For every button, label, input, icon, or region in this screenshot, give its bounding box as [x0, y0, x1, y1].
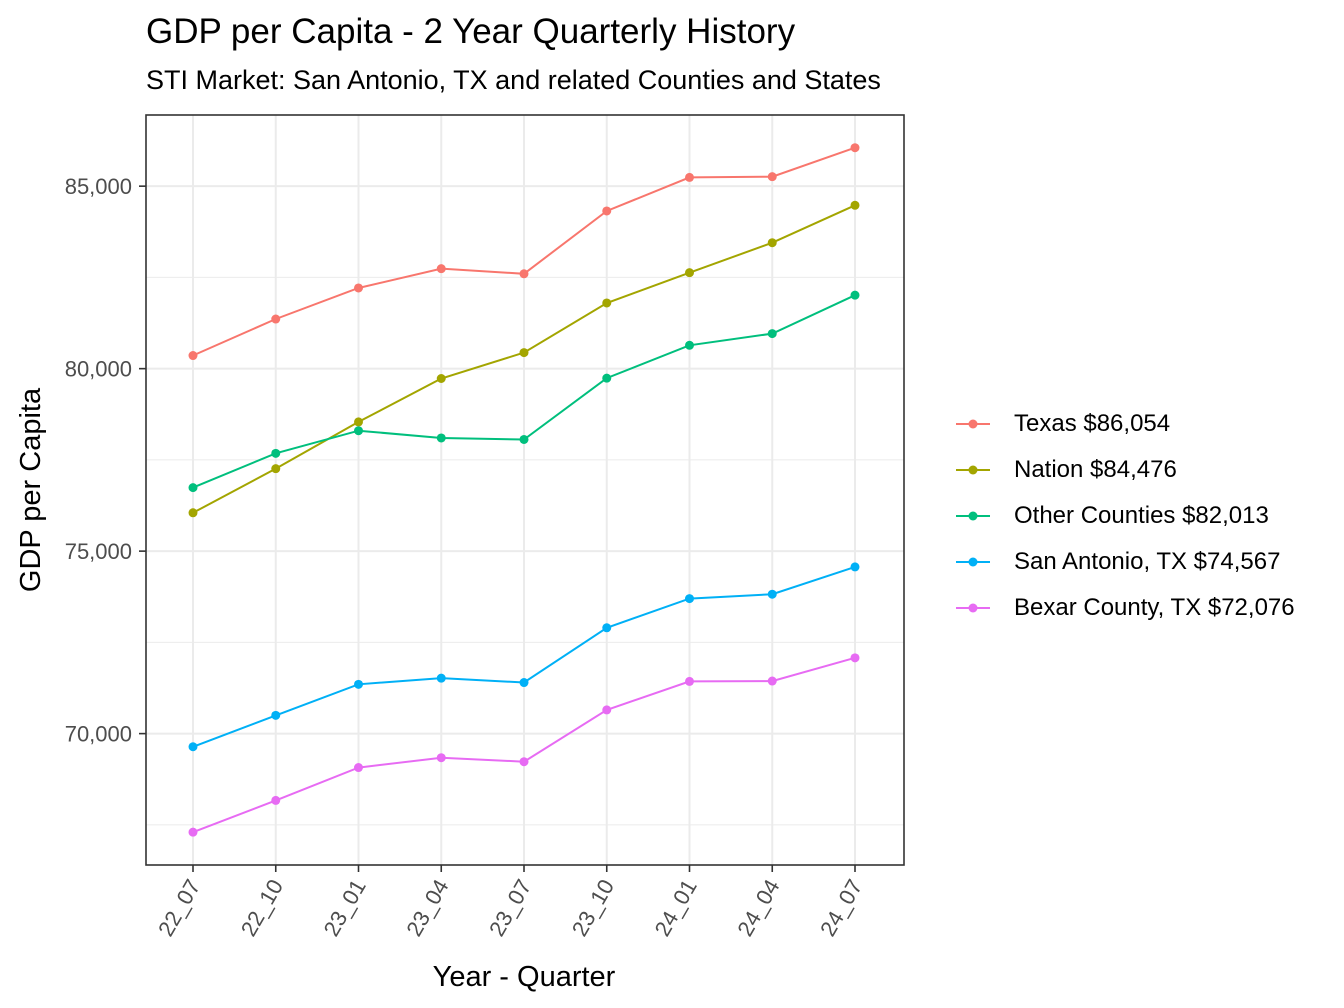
- y-tick-label: 80,000: [65, 357, 132, 382]
- data-point: [767, 238, 777, 248]
- legend-key-point: [968, 603, 978, 613]
- legend-item: Texas $86,054: [954, 401, 1295, 447]
- legend-key: [956, 603, 990, 613]
- data-point: [519, 269, 529, 279]
- data-point: [271, 464, 281, 474]
- data-point: [850, 562, 860, 572]
- series-layer: [188, 143, 860, 837]
- plot-panel-border: [145, 114, 905, 866]
- x-tick-label: 22_10: [236, 875, 288, 940]
- data-point: [850, 200, 860, 210]
- legend-key-point: [968, 419, 978, 429]
- legend-item: Other Counties $82,013: [954, 493, 1295, 539]
- data-point: [188, 483, 198, 493]
- x-tick-label: 23_10: [567, 875, 619, 940]
- legend-key: [956, 419, 990, 429]
- data-point: [767, 676, 777, 686]
- y-axis: 70,000 75,000 80,000 85,000: [65, 174, 146, 747]
- legend-key: [956, 465, 990, 475]
- legend: Texas $86,054 Nation $84,476 Other Countie…: [954, 401, 1295, 631]
- data-point: [436, 753, 446, 763]
- data-point: [602, 623, 612, 633]
- data-point: [850, 143, 860, 153]
- data-point: [188, 827, 198, 837]
- y-tick-label: 85,000: [65, 174, 132, 199]
- legend-item: San Antonio, TX $74,567: [954, 539, 1295, 585]
- data-point: [519, 757, 529, 767]
- chart-title: GDP per Capita - 2 Year Quarterly Histor…: [146, 12, 796, 51]
- data-point: [602, 373, 612, 383]
- data-point: [519, 678, 529, 688]
- data-point: [436, 673, 446, 683]
- data-point: [685, 676, 694, 686]
- x-tick-label: 22_07: [153, 875, 205, 940]
- data-point: [685, 340, 694, 350]
- x-axis: 22_07 22_10 23_01 23_04 23_07 23_10 24_01 24_04…: [153, 865, 867, 940]
- data-point: [354, 426, 363, 436]
- data-point: [354, 679, 363, 689]
- data-point: [850, 653, 860, 663]
- major-gridlines: [146, 115, 904, 865]
- legend-key-point: [968, 511, 978, 521]
- legend-item: Bexar County, TX $72,076: [954, 585, 1295, 631]
- y-axis-title: GDP per Capita: [15, 387, 47, 592]
- data-point: [685, 594, 694, 604]
- x-axis-title: Year - Quarter: [433, 961, 616, 993]
- x-tick-label: 23_01: [319, 875, 371, 940]
- y-tick-label: 70,000: [65, 722, 132, 747]
- y-tick-label: 75,000: [65, 539, 132, 564]
- data-point: [271, 314, 281, 324]
- data-point: [767, 172, 777, 182]
- chart-subtitle: STI Market: San Antonio, TX and related …: [146, 65, 881, 95]
- data-point: [685, 268, 694, 278]
- data-point: [602, 705, 612, 715]
- data-point: [188, 742, 198, 752]
- data-point: [354, 417, 363, 427]
- x-tick-label: 23_04: [401, 875, 453, 940]
- x-tick-label: 24_07: [815, 875, 867, 940]
- data-point: [850, 290, 860, 300]
- data-point: [271, 710, 281, 720]
- data-point: [436, 433, 446, 443]
- x-tick-label: 24_01: [650, 875, 702, 940]
- x-tick-label: 23_07: [484, 875, 536, 940]
- legend-item: Nation $84,476: [954, 447, 1295, 493]
- x-tick-label: 24_04: [732, 875, 784, 940]
- data-point: [271, 795, 281, 805]
- data-point: [685, 172, 694, 182]
- data-point: [436, 374, 446, 384]
- legend-label: Texas $86,054: [1014, 410, 1171, 437]
- legend-key-point: [968, 465, 978, 475]
- data-point: [354, 283, 363, 293]
- data-point: [436, 264, 446, 274]
- data-point: [602, 206, 612, 216]
- legend-key: [956, 511, 990, 521]
- data-point: [354, 763, 363, 773]
- data-point: [188, 351, 198, 361]
- data-point: [767, 329, 777, 339]
- data-point: [767, 589, 777, 599]
- data-point: [188, 508, 198, 518]
- data-point: [271, 448, 281, 458]
- legend-label: San Antonio, TX $74,567: [1014, 548, 1281, 575]
- legend-key: [956, 557, 990, 567]
- legend-label: Other Counties $82,013: [1014, 502, 1269, 529]
- legend-key-point: [968, 557, 978, 567]
- data-point: [519, 348, 529, 358]
- legend-label: Nation $84,476: [1014, 456, 1177, 483]
- data-point: [519, 434, 529, 444]
- legend-label: Bexar County, TX $72,076: [1014, 594, 1295, 621]
- data-point: [602, 298, 612, 308]
